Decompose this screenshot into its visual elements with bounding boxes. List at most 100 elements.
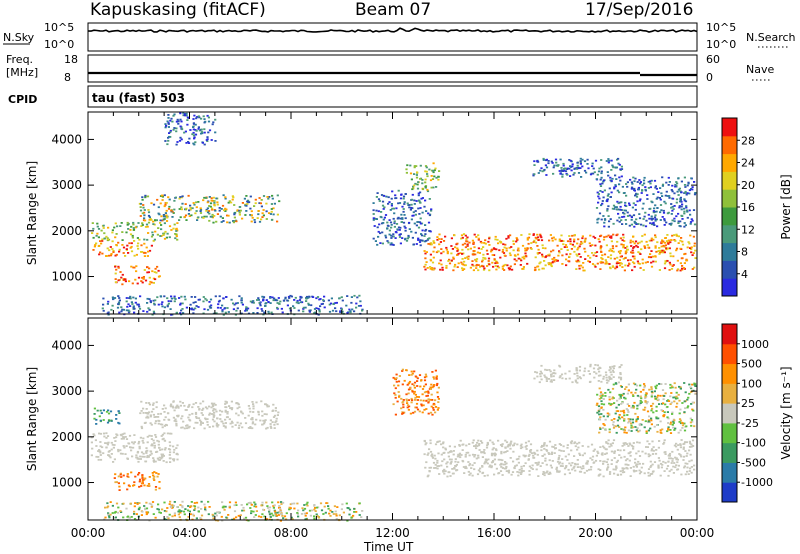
echo-cell bbox=[612, 250, 615, 253]
echo-cell bbox=[618, 426, 621, 428]
echo-cell bbox=[475, 457, 478, 460]
echo-cell bbox=[493, 473, 496, 476]
echo-cell bbox=[659, 198, 662, 201]
echo-cell bbox=[405, 239, 409, 242]
echo-cell bbox=[173, 208, 176, 211]
echo-cell bbox=[430, 242, 433, 244]
echo-cell bbox=[441, 266, 444, 269]
echo-cell bbox=[373, 225, 376, 227]
nsky-label: N.Sky bbox=[3, 31, 35, 44]
echo-cell bbox=[659, 462, 663, 465]
echo-cell bbox=[313, 517, 316, 520]
echo-cell bbox=[629, 454, 632, 457]
echo-cell bbox=[589, 234, 592, 237]
echo-cell bbox=[180, 510, 183, 512]
echo-cell bbox=[675, 457, 678, 460]
echo-cell bbox=[156, 457, 159, 460]
echo-cell bbox=[628, 459, 631, 462]
echo-cell bbox=[583, 452, 586, 455]
echo-cell bbox=[254, 514, 257, 516]
echo-cell bbox=[488, 269, 491, 272]
echo-cell bbox=[424, 178, 427, 181]
echo-cell bbox=[241, 202, 244, 204]
echo-cell bbox=[283, 515, 287, 518]
echo-cell bbox=[407, 399, 411, 401]
echo-cell bbox=[537, 265, 540, 268]
echo-cell bbox=[175, 235, 178, 238]
echo-cell bbox=[253, 205, 256, 207]
echo-cell bbox=[675, 442, 678, 445]
echo-cell bbox=[492, 443, 495, 445]
echo-cell bbox=[131, 303, 134, 305]
echo-cell bbox=[126, 221, 129, 224]
echo-cell bbox=[471, 441, 474, 444]
echo-cell bbox=[411, 390, 414, 393]
echo-cell bbox=[609, 196, 612, 198]
echo-cell bbox=[163, 218, 166, 220]
echo-cell bbox=[512, 460, 515, 463]
echo-cell bbox=[656, 241, 659, 244]
echo-cell bbox=[530, 248, 533, 250]
echo-cell bbox=[690, 387, 693, 390]
echo-cell bbox=[111, 240, 114, 243]
echo-cell bbox=[555, 466, 558, 469]
echo-cell bbox=[677, 431, 680, 434]
echo-cell bbox=[195, 117, 198, 120]
echo-cell bbox=[98, 253, 101, 256]
echo-cell bbox=[153, 442, 156, 444]
echo-cell bbox=[274, 407, 277, 409]
echo-cell bbox=[616, 419, 619, 422]
echo-cell bbox=[276, 299, 279, 302]
echo-cell bbox=[649, 460, 652, 463]
echo-cell bbox=[427, 401, 430, 404]
echo-cell bbox=[677, 194, 680, 196]
echo-cell bbox=[250, 510, 253, 512]
echo-cell bbox=[600, 159, 603, 161]
echo-cell bbox=[672, 465, 675, 468]
echo-cell bbox=[166, 516, 169, 518]
echo-cell bbox=[131, 441, 134, 444]
echo-cell bbox=[277, 511, 281, 513]
echo-cell bbox=[644, 395, 647, 398]
echo-cell bbox=[179, 216, 182, 219]
echo-cell bbox=[191, 207, 194, 210]
echo-cell bbox=[401, 383, 404, 386]
echo-cell bbox=[579, 161, 582, 164]
echo-cell bbox=[329, 515, 332, 517]
echo-cell bbox=[199, 210, 202, 212]
echo-cell bbox=[616, 200, 619, 203]
echo-cell bbox=[269, 419, 272, 422]
echo-cell bbox=[167, 122, 170, 124]
echo-cell bbox=[596, 364, 599, 367]
echo-cell bbox=[121, 244, 124, 246]
echo-cell bbox=[125, 507, 128, 510]
echo-cell bbox=[585, 462, 588, 465]
echo-cell bbox=[240, 299, 243, 302]
echo-cell bbox=[268, 513, 272, 516]
echo-cell bbox=[308, 309, 311, 312]
echo-cell bbox=[111, 504, 114, 507]
echo-cell bbox=[563, 169, 566, 172]
echo-cell bbox=[527, 236, 531, 239]
echo-cell bbox=[408, 228, 411, 230]
echo-cell bbox=[598, 197, 601, 200]
echo-cell bbox=[194, 129, 197, 131]
echo-cell bbox=[411, 188, 414, 191]
echo-cell bbox=[484, 257, 487, 260]
echo-cell bbox=[685, 455, 688, 457]
echo-cell bbox=[139, 458, 142, 460]
echo-cell bbox=[581, 158, 584, 161]
echo-cell bbox=[414, 231, 417, 234]
echo-cell bbox=[179, 400, 182, 403]
echo-cell bbox=[672, 422, 675, 424]
echo-cell bbox=[622, 211, 625, 214]
echo-cell bbox=[145, 223, 149, 226]
echo-cell bbox=[475, 236, 478, 238]
echo-cell bbox=[630, 216, 633, 219]
echo-cell bbox=[427, 390, 430, 393]
echo-cell bbox=[149, 454, 152, 456]
echo-cell bbox=[169, 500, 172, 503]
echo-cell bbox=[472, 264, 475, 267]
echo-cell bbox=[627, 389, 630, 392]
